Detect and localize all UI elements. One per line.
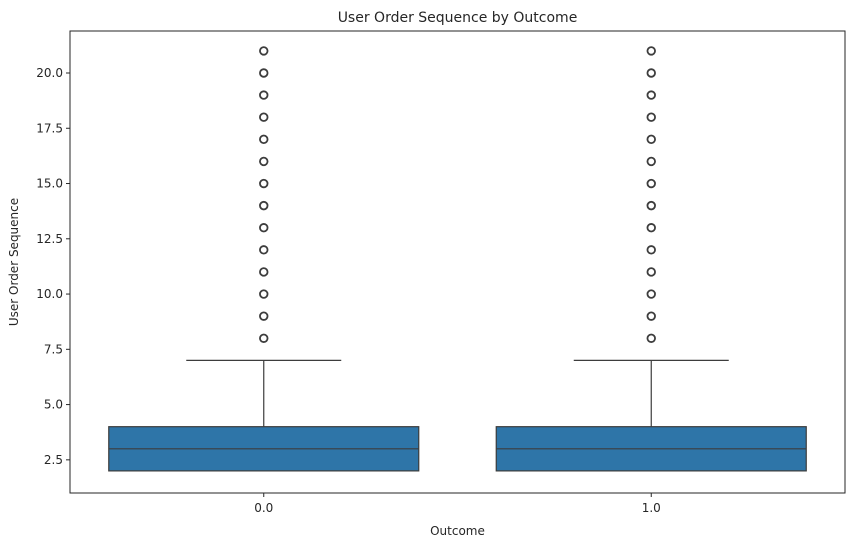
y-tick-label: 2.5	[44, 453, 63, 467]
outlier-point	[259, 90, 269, 100]
chart-title: User Order Sequence by Outcome	[338, 10, 578, 26]
outlier-point	[259, 200, 269, 211]
y-axis: 2.5 5.0 7.5 10.0 12.5 15.0 17.5 20.0	[36, 66, 70, 467]
y-tick-label: 20.0	[36, 66, 63, 80]
outlier-point	[646, 245, 656, 255]
outlier-point	[646, 90, 656, 100]
outlier-point	[646, 267, 656, 277]
outlier-point	[646, 333, 656, 343]
y-tick-label: 17.5	[36, 121, 63, 135]
outlier-point	[259, 267, 269, 277]
x-tick-label: 1.0	[642, 501, 661, 515]
plot-area-frame	[69, 30, 846, 494]
outlier-point	[259, 289, 269, 299]
outlier-point	[259, 112, 269, 122]
outlier-point	[259, 68, 269, 78]
outlier-point	[259, 333, 269, 343]
y-tick-label: 7.5	[44, 342, 63, 356]
outlier-point	[646, 200, 656, 211]
y-tick-label: 10.0	[36, 287, 63, 301]
x-tick-label: 0.0	[254, 501, 273, 515]
outlier-point	[259, 156, 269, 167]
outlier-point	[259, 223, 269, 233]
outlier-point	[646, 223, 656, 233]
outlier-point	[259, 46, 269, 56]
box-series	[108, 46, 807, 472]
outlier-point	[646, 289, 656, 299]
outlier-point	[259, 245, 269, 255]
outlier-point	[646, 178, 656, 189]
y-tick-label: 15.0	[36, 177, 63, 191]
outlier-point	[646, 112, 656, 122]
y-tick-label: 12.5	[36, 232, 63, 246]
outlier-point	[259, 178, 269, 189]
y-tick-label: 5.0	[44, 398, 63, 412]
outlier-point	[646, 156, 656, 167]
outlier-point	[646, 68, 656, 78]
x-axis-label: Outcome	[430, 524, 485, 538]
outlier-point	[646, 46, 656, 56]
x-axis: 0.0 1.0	[254, 493, 661, 515]
outlier-point	[646, 134, 656, 145]
y-axis-label: User Order Sequence	[7, 198, 21, 326]
outlier-point	[646, 311, 656, 321]
outlier-point	[259, 134, 269, 145]
outlier-point	[259, 311, 269, 321]
